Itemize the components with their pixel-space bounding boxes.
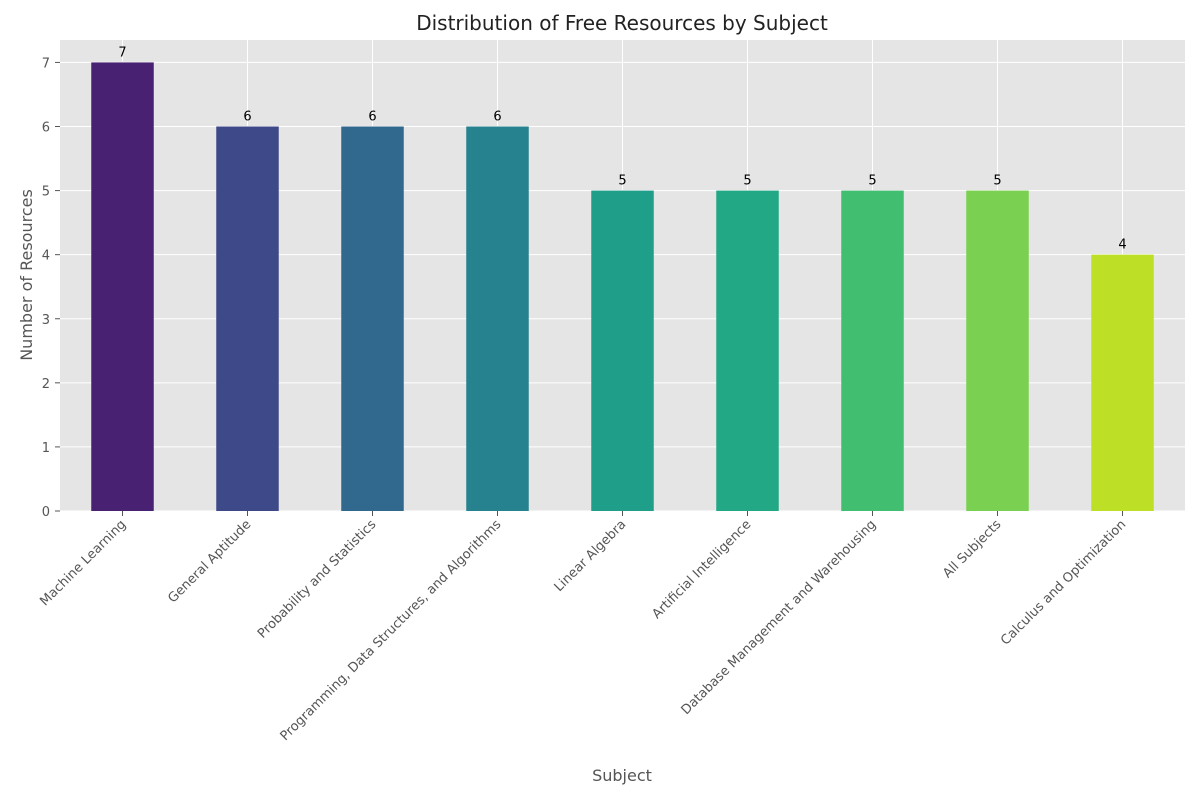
data-label: 5 xyxy=(743,174,751,189)
bar xyxy=(966,190,1029,511)
x-tick-label: Machine Learning xyxy=(37,517,129,609)
x-tick-label: Artificial Intelligence xyxy=(649,517,754,622)
x-tick-label: All Subjects xyxy=(940,517,1004,581)
y-axis-label: Number of Resources xyxy=(17,189,36,361)
bar xyxy=(841,190,904,511)
data-label: 6 xyxy=(368,110,376,125)
data-label: 6 xyxy=(243,110,251,125)
x-tick-label: Database Management and Warehousing xyxy=(679,517,880,718)
x-axis-label: Subject xyxy=(592,766,652,785)
bar xyxy=(341,126,404,512)
y-tick-label: 3 xyxy=(42,313,50,328)
y-tick-label: 5 xyxy=(42,185,50,200)
data-label: 4 xyxy=(1118,238,1126,253)
bar xyxy=(91,62,154,512)
data-label: 6 xyxy=(493,110,501,125)
y-tick-label: 4 xyxy=(42,249,50,264)
x-tick-label: Linear Algebra xyxy=(552,517,630,595)
y-tick-label: 6 xyxy=(42,121,50,136)
bar xyxy=(591,190,654,511)
bar xyxy=(466,126,529,512)
x-tick-label: Probability and Statistics xyxy=(255,517,380,642)
x-tick-label: General Aptitude xyxy=(165,517,254,606)
chart-title: Distribution of Free Resources by Subjec… xyxy=(416,11,828,35)
y-tick-label: 7 xyxy=(42,56,50,71)
y-tick-label: 0 xyxy=(42,505,50,520)
y-tick-label: 2 xyxy=(42,377,50,392)
x-tick-label: Calculus and Optimization xyxy=(998,517,1129,648)
data-label: 5 xyxy=(868,174,876,189)
bar xyxy=(716,190,779,511)
x-tick-label: Programming, Data Structures, and Algori… xyxy=(278,517,505,744)
bar xyxy=(216,126,279,512)
data-label: 5 xyxy=(618,174,626,189)
data-label: 7 xyxy=(118,45,126,60)
data-label: 5 xyxy=(993,174,1001,189)
y-tick-label: 1 xyxy=(42,441,50,456)
bar xyxy=(1091,254,1154,511)
